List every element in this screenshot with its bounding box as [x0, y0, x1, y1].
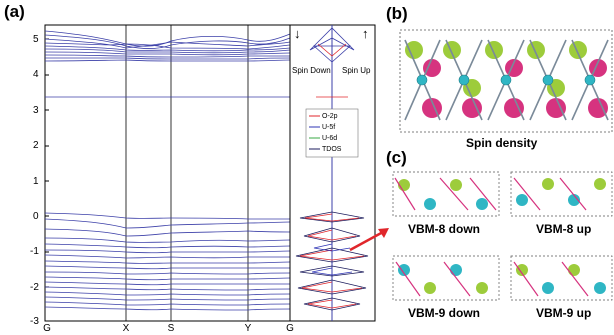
legend-label-o2p: O-2p — [322, 113, 338, 120]
spin-up-arrow: ↑ — [362, 26, 369, 41]
dos-valence-o2p — [299, 213, 365, 309]
y-tick-label: 0 — [33, 211, 39, 222]
y-tick-label: 5 — [33, 34, 39, 45]
spin-down-label: Spin Down — [292, 66, 331, 75]
vbm8-up-image — [510, 171, 613, 217]
spin-density-u-atoms — [416, 74, 596, 86]
k-tick-label: G — [286, 323, 294, 334]
spin-down-arrow: ↓ — [294, 26, 301, 41]
caption-vbm8-up: VBM-8 up — [536, 222, 592, 236]
y-tick-label: 4 — [33, 69, 39, 80]
panel-label-b: (b) — [386, 4, 408, 23]
legend-label-u6d: U-6d — [322, 135, 338, 142]
vbm9-up-image — [510, 255, 613, 301]
vbm9-down-image — [392, 255, 500, 301]
dos-upper-peak — [309, 27, 355, 63]
spin-up-label: Spin Up — [342, 66, 371, 75]
caption-spin-density: Spin density — [466, 136, 538, 150]
dos-legend-labels: O-2p U-5f U-6d TDOS — [322, 111, 341, 155]
y-tick-label: 1 — [33, 176, 39, 187]
dos-curves — [295, 27, 369, 311]
y-tick-label: -3 — [30, 316, 39, 327]
k-tick-label: X — [122, 323, 130, 334]
y-tick-label: -1 — [30, 246, 39, 257]
dos-valence-tdos — [295, 211, 369, 311]
high-symmetry-lines — [125, 25, 249, 321]
dos-upper-peak-o — [317, 43, 347, 57]
y-tick-label: 3 — [33, 105, 39, 116]
panel-label-a: (a) — [4, 2, 25, 21]
legend-label-tdos: TDOS — [322, 146, 342, 153]
y-tick-label: 2 — [33, 140, 39, 151]
caption-vbm8-down: VBM-8 down — [408, 222, 480, 236]
y-tick-label: -2 — [30, 282, 39, 293]
panel-label-c: (c) — [386, 148, 407, 167]
k-tick-label: Y — [244, 323, 252, 334]
conduction-bands — [44, 30, 291, 98]
spin-density-atoms — [405, 41, 608, 118]
valence-bands — [44, 212, 291, 311]
k-tick-label: S — [167, 323, 175, 334]
legend-label-u5f: U-5f — [322, 124, 336, 131]
caption-vbm9-up: VBM-9 up — [536, 306, 592, 320]
dos-valence-u5f — [311, 243, 353, 276]
band-plot-frame — [44, 24, 291, 322]
caption-vbm9-down: VBM-9 down — [408, 306, 480, 320]
pointer-arrow — [349, 228, 389, 252]
spin-density-image — [399, 29, 613, 133]
vbm8-down-image — [392, 171, 500, 217]
k-tick-label: G — [43, 323, 51, 334]
dos-legend — [305, 108, 359, 158]
